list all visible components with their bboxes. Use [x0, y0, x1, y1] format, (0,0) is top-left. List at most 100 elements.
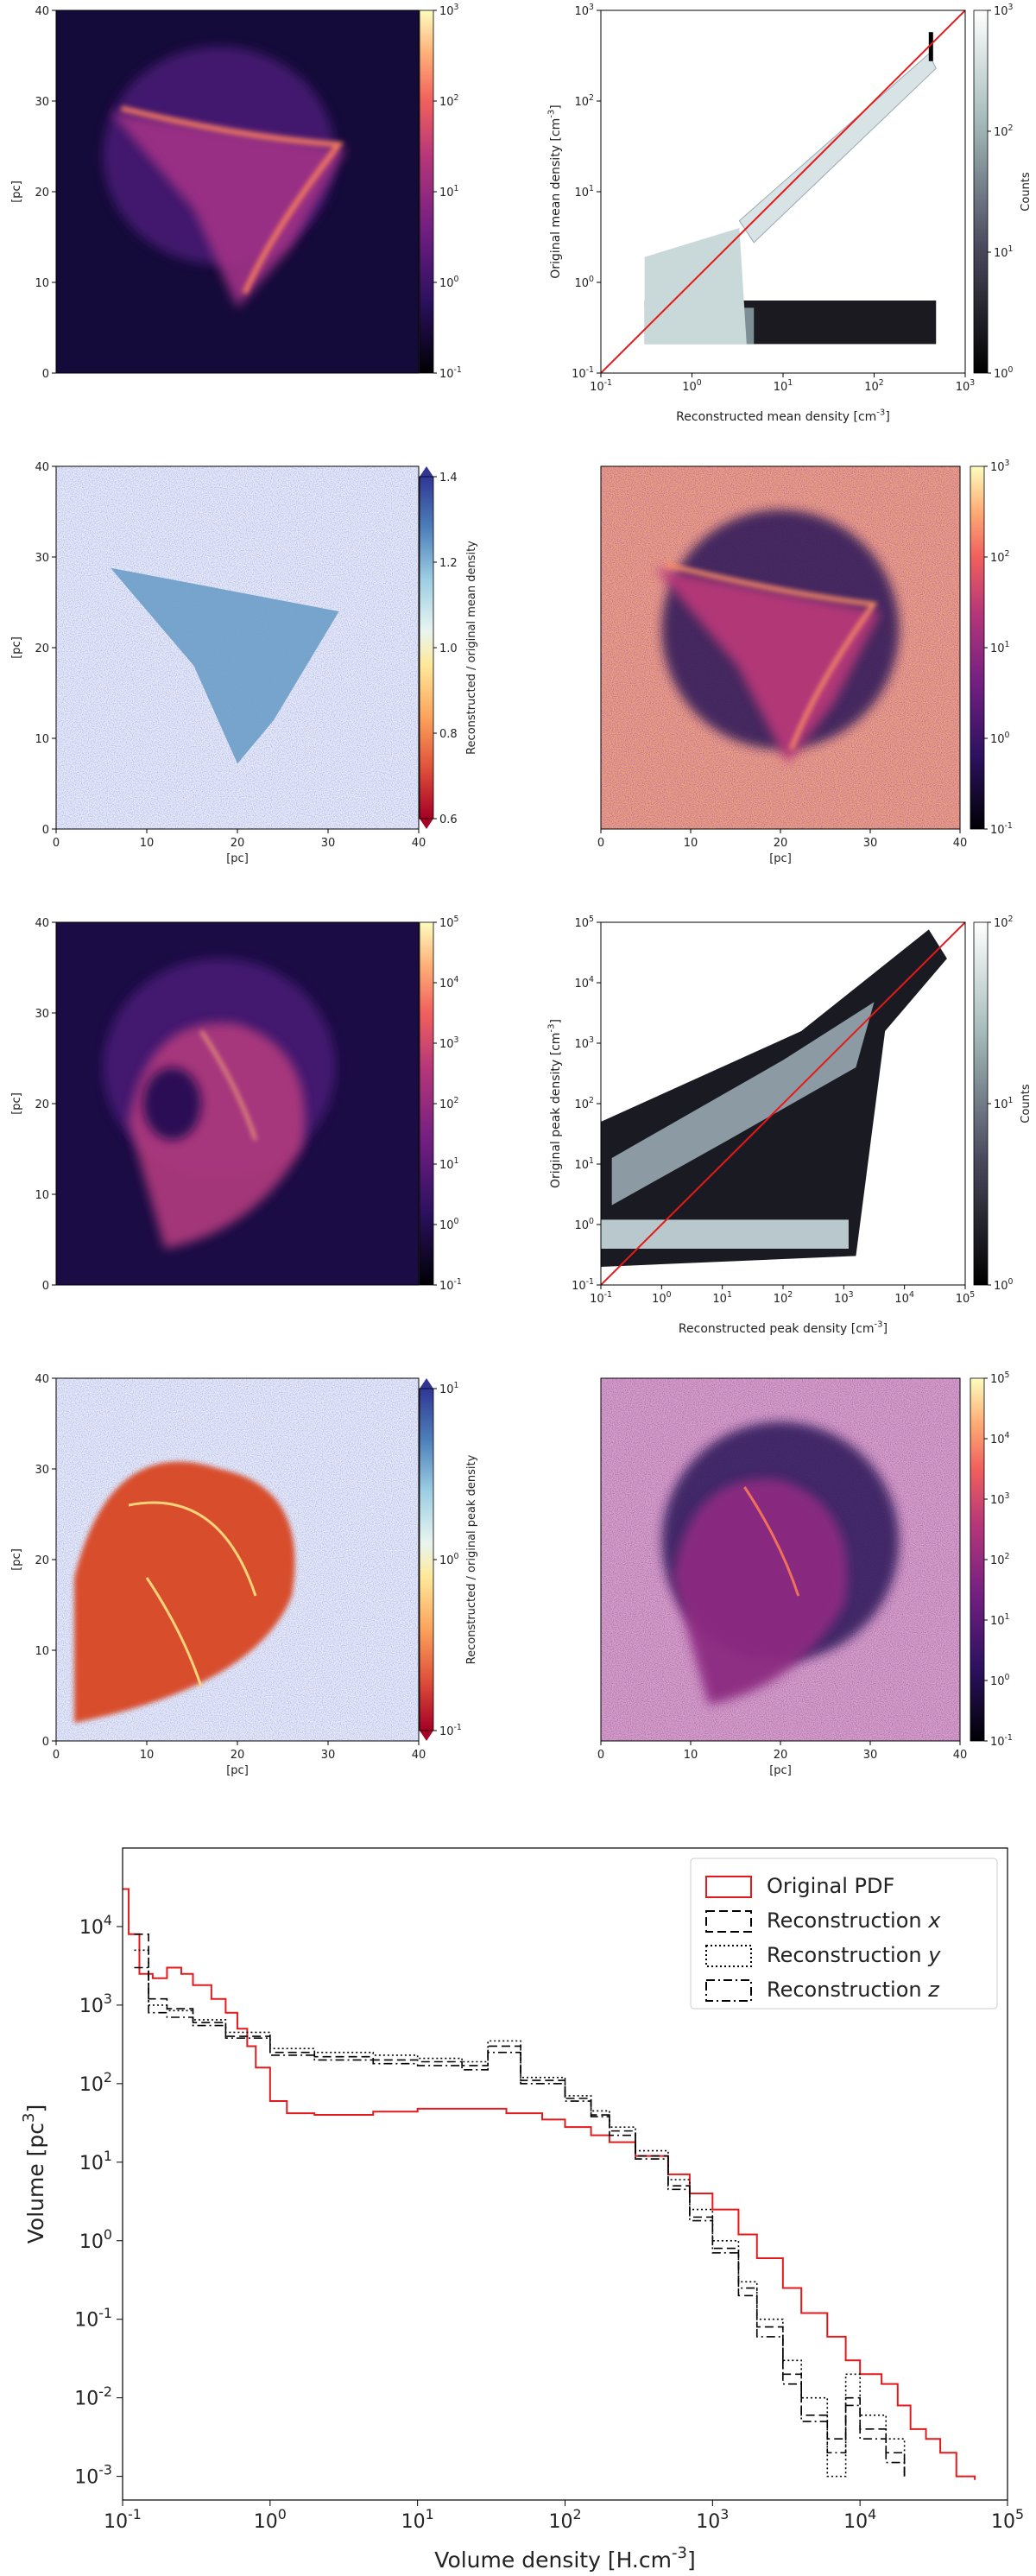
colorbar-tick-label: 101	[439, 1156, 459, 1172]
series-line-1	[123, 1888, 976, 2480]
colorbar-tick-label: 100	[990, 731, 1010, 746]
x-tick-label: 30	[321, 1749, 336, 1762]
x-tick-label: 0	[597, 837, 604, 850]
x-tick-label: 0	[597, 1749, 604, 1762]
hist-core	[611, 1002, 875, 1206]
colorbar-tick-label: 101	[439, 184, 459, 199]
x-tick-label: 20	[231, 837, 245, 850]
histogram-2d	[601, 922, 965, 1285]
legend-box	[690, 1858, 998, 2010]
legend-label: Original PDF	[767, 1874, 894, 1898]
colorbar-tick-label: 100	[994, 365, 1014, 381]
x-tick-label: 10	[140, 1749, 155, 1762]
filament-ridge	[665, 561, 878, 750]
panel-mean-density-map: 0 10 20 30 40 [pc] 10-1 100 101 102 103	[10, 3, 462, 381]
colorbar-tick-label: 103	[990, 1491, 1010, 1507]
series-line-2	[134, 1933, 906, 2477]
x-tick-label: 100	[652, 1290, 672, 1306]
colorbar-extend-bottom	[420, 1731, 433, 1741]
colorbar-label: Reconstructed / original peak density	[465, 1454, 478, 1664]
y-tick-label: 104	[575, 975, 595, 991]
y-tick-label: 10	[35, 1645, 49, 1658]
y-tick-label: 10	[35, 277, 49, 290]
colorbar-label: Counts	[1020, 1084, 1033, 1123]
ratio-map	[56, 1378, 419, 1741]
colorbar	[973, 921, 989, 1286]
x-tick-label: 20	[774, 1749, 788, 1762]
x-tick-label: 102	[774, 1290, 793, 1306]
x-tick-label: 103	[696, 2506, 729, 2533]
x-tick-label: 103	[956, 378, 976, 394]
colorbar-extend-top	[420, 1378, 433, 1389]
y-tick-label: 101	[79, 2148, 112, 2174]
y-tick-label: 0	[42, 1736, 49, 1749]
x-tick-label: 102	[864, 378, 884, 394]
colorbar-tick-label: 103	[994, 3, 1014, 18]
x-tick-label: 10-1	[590, 1290, 612, 1306]
x-axis-label: [pc]	[226, 1764, 249, 1777]
y-axis-label: [pc]	[10, 636, 23, 659]
colorbar-tick-label: 102	[994, 123, 1014, 139]
colorbar-tick-label: 10-1	[990, 821, 1013, 837]
y-tick-label: 10-1	[572, 1277, 594, 1293]
x-tick-label: 10	[684, 837, 698, 850]
colorbar-extend-top	[420, 466, 433, 477]
y-tick-label: 100	[575, 275, 595, 290]
x-tick-label: 10	[684, 1749, 698, 1762]
x-tick-label: 10-1	[590, 378, 612, 394]
x-tick-label: 10-1	[104, 2506, 142, 2533]
filament-body	[111, 111, 346, 308]
y-tick-label: 102	[79, 2069, 112, 2096]
colorbar-tick-label: 0.6	[439, 813, 458, 826]
x-tick-label: 0	[53, 837, 60, 850]
x-axis-label: Volume density [H.cm-3]	[434, 2544, 695, 2573]
x-tick-label: 30	[321, 837, 336, 850]
colorbar	[970, 465, 985, 830]
colorbar-tick-label: 102	[990, 1552, 1010, 1567]
y-tick-label: 10-3	[74, 2462, 112, 2489]
hist-block	[644, 228, 747, 345]
x-tick-label: 101	[774, 378, 793, 394]
colorbar-tick-label: 101	[439, 1381, 459, 1396]
panel-peak-density-histogram: 10-1 100 101 102 103 104 105 10-1 100 101 102 103 10…	[547, 915, 1033, 1336]
filament-ridge	[120, 105, 344, 294]
x-tick-label: 40	[412, 837, 426, 850]
y-tick-label: 20	[35, 1098, 49, 1111]
y-tick-label: 10	[35, 733, 49, 746]
x-tick-label: 104	[843, 2506, 876, 2533]
legend-swatch	[705, 1910, 752, 1933]
colorbar	[419, 921, 434, 1286]
colorbar-label: Counts	[1020, 172, 1033, 212]
x-tick-label: 105	[991, 2506, 1024, 2533]
colorbar-label: Reconstructed / original mean density	[465, 541, 478, 755]
colorbar-tick-label: 101	[990, 640, 1010, 655]
series-line-4	[134, 1966, 906, 2477]
colorbar	[973, 9, 989, 374]
colorbar-tick-label: 104	[990, 1431, 1010, 1446]
hist-peak	[928, 32, 933, 61]
x-tick-label: 103	[834, 1290, 854, 1306]
colorbar-tick-label: 10-1	[990, 1733, 1013, 1749]
density-map	[56, 922, 419, 1285]
colorbar-tick-label: 10-1	[439, 1277, 462, 1293]
y-tick-label: 101	[575, 184, 595, 199]
y-tick-label: 10-1	[572, 365, 594, 381]
y-tick-label: 102	[575, 93, 595, 109]
y-tick-label: 100	[79, 2226, 112, 2253]
colorbar-tick-label: 100	[994, 1277, 1014, 1293]
y-tick-label: 30	[35, 1464, 49, 1477]
y-axis-label: Original peak density [cm-3]	[547, 1019, 563, 1188]
y-tick-label: 103	[79, 1991, 112, 2017]
y-tick-label: 30	[35, 1008, 49, 1021]
colorbar-tick-label: 10-1	[439, 1723, 462, 1738]
colorbar-tick-label: 100	[439, 1552, 459, 1567]
colorbar-tick-label: 102	[994, 915, 1014, 930]
hist-floor	[601, 1219, 849, 1249]
colorbar-tick-label: 1.2	[439, 557, 458, 570]
y-axis-label: Original mean density [cm-3]	[547, 104, 563, 279]
y-tick-label: 20	[35, 642, 49, 655]
colorbar-tick-label: 1.0	[439, 642, 458, 655]
colorbar-tick-label: 102	[990, 549, 1010, 565]
x-axis-label: [pc]	[769, 852, 792, 865]
colorbar-tick-label: 100	[990, 1673, 1010, 1688]
